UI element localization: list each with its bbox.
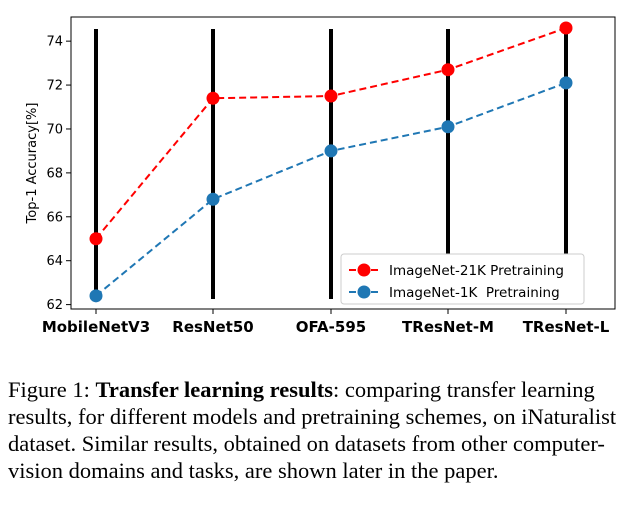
legend-swatch-marker xyxy=(357,285,371,299)
point-s1-ofa-595 xyxy=(324,89,338,103)
y-tick-label-64: 64 xyxy=(46,254,63,269)
point-s2-resnet50 xyxy=(206,192,220,206)
x-tick-label-resnet50: ResNet50 xyxy=(172,318,253,336)
point-s1-resnet50 xyxy=(206,91,220,105)
y-tick-label-70: 70 xyxy=(46,122,63,137)
line-chart: 62 64 66 68 70 72 74 MobileNetV3 ResNet50 OFA-59… xyxy=(25,16,616,336)
legend-item-1: ImageNet-21K Pretraining xyxy=(349,263,564,279)
legend-label: ImageNet-21K Pretraining xyxy=(389,263,564,279)
series-1 xyxy=(89,21,573,246)
legend-item-2: ImageNet-1K Pretraining xyxy=(349,285,560,301)
legend-label: ImageNet-1K Pretraining xyxy=(389,285,560,301)
legend-swatch-marker xyxy=(357,263,371,277)
plot-frame xyxy=(70,16,616,310)
point-s2-ofa-595 xyxy=(324,144,338,158)
point-s1-mobilenetv3 xyxy=(89,232,103,246)
series-2 xyxy=(89,76,573,303)
y-tick-label-66: 66 xyxy=(46,210,63,225)
point-s2-tresnet-l xyxy=(559,76,573,90)
y-tick-label-72: 72 xyxy=(46,79,63,94)
y-tick-label-68: 68 xyxy=(46,166,63,181)
x-tick-label-tresnet-m: TResNet-M xyxy=(402,318,494,336)
x-tick-label-mobilenetv3: MobileNetV3 xyxy=(42,318,150,336)
x-tick-label-ofa-595: OFA-595 xyxy=(296,318,366,336)
legend-box xyxy=(340,253,585,305)
y-axis-label: Top-1 Accuracy[%] xyxy=(25,103,40,225)
point-s1-tresnet-l xyxy=(559,21,573,35)
point-s2-tresnet-m xyxy=(441,120,455,134)
figure-caption: Figure 1: Transfer learning results: com… xyxy=(8,376,618,484)
caption-prefix: Figure 1: xyxy=(8,377,96,402)
series-layer xyxy=(89,21,573,303)
x-tick-label-tresnet-l: TResNet-L xyxy=(523,318,610,336)
caption-body: : comparing transfer learning results, f… xyxy=(8,377,617,483)
caption-title: Transfer learning results xyxy=(95,377,334,402)
y-axis: 62 64 66 68 70 72 74 xyxy=(46,35,71,313)
y-tick-label-62: 62 xyxy=(46,298,63,313)
point-s2-mobilenetv3 xyxy=(89,289,103,303)
y-tick-label-74: 74 xyxy=(46,35,63,50)
point-s1-tresnet-m xyxy=(441,63,455,77)
x-axis: MobileNetV3 ResNet50 OFA-595 TResNet-M TResN… xyxy=(42,309,610,336)
legend: ImageNet-21K Pretraining ImageNet-1K Pret… xyxy=(340,253,585,305)
